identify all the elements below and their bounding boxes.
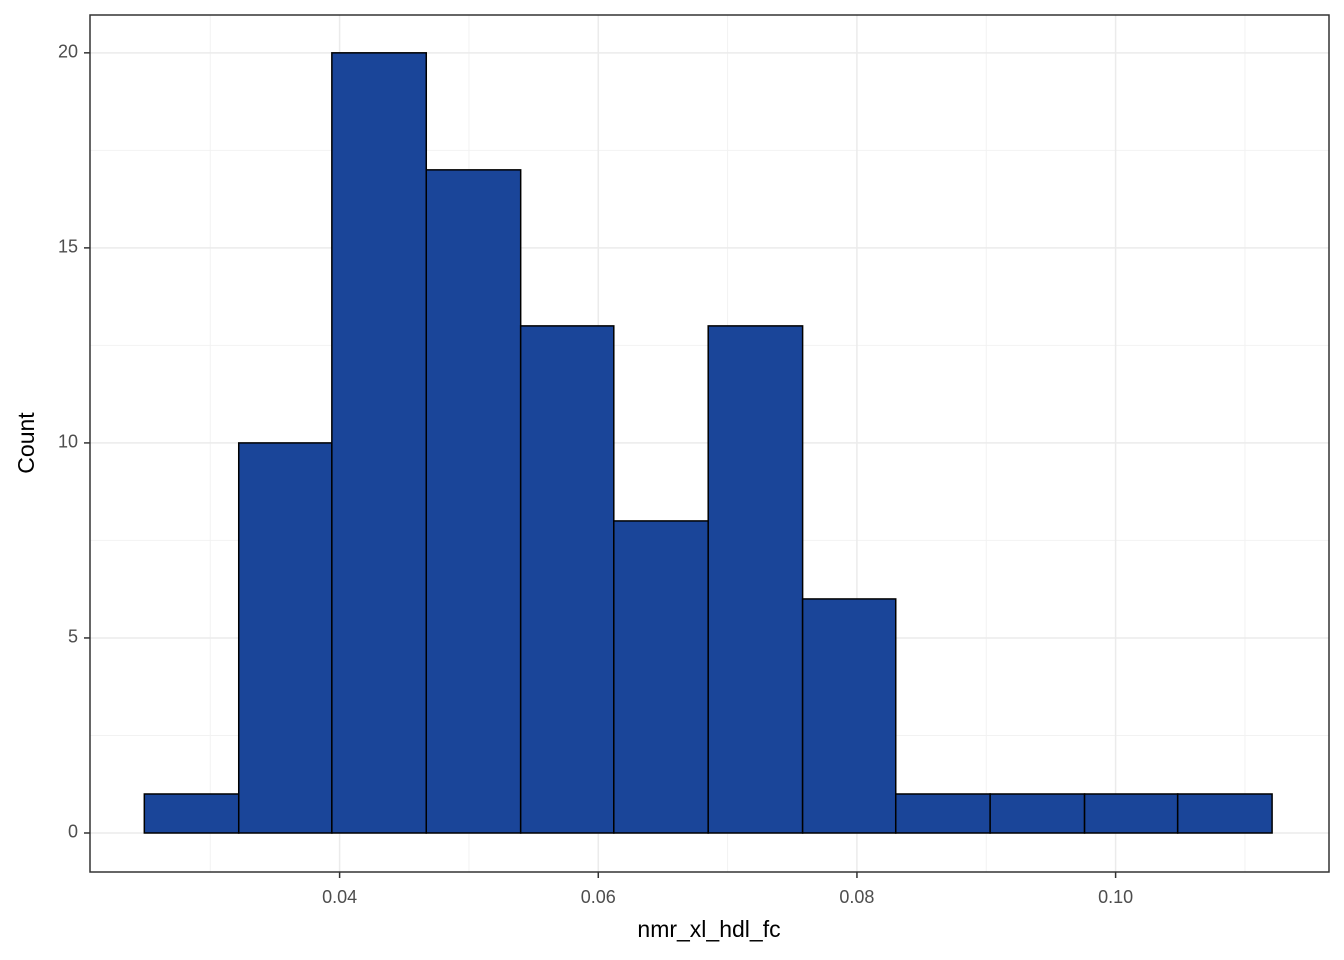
bar <box>989 793 1086 834</box>
y-tick-label: 20 <box>58 42 78 62</box>
y-axis-title: Count <box>13 412 39 474</box>
bar <box>801 598 897 834</box>
bar <box>894 793 991 834</box>
y-tick-label: 5 <box>68 627 78 647</box>
bar <box>237 442 333 834</box>
x-tick-label: 0.10 <box>1098 887 1133 907</box>
x-tick-label: 0.06 <box>581 887 616 907</box>
bar <box>1083 793 1179 834</box>
bar <box>331 52 428 834</box>
bar <box>613 520 709 834</box>
bar <box>707 325 804 834</box>
bar <box>1176 793 1273 834</box>
x-axis-title: nmr_xl_hdl_fc <box>637 916 780 942</box>
bar <box>425 169 522 834</box>
bar <box>519 325 615 834</box>
y-tick-label: 10 <box>58 432 78 452</box>
y-tick-label: 15 <box>58 237 78 257</box>
y-tick-label: 0 <box>68 822 78 842</box>
bar <box>143 793 240 834</box>
x-tick-label: 0.04 <box>322 887 357 907</box>
x-tick-label: 0.08 <box>839 887 874 907</box>
